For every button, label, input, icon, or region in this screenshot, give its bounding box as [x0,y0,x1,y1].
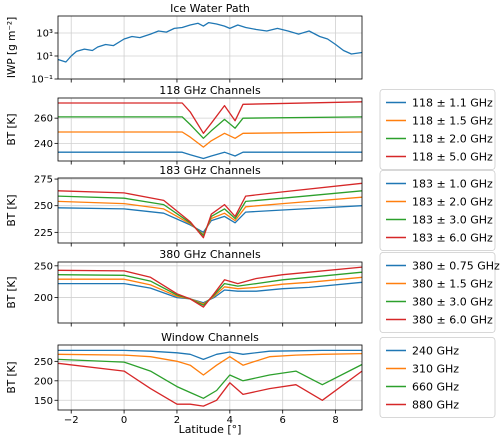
series-line [58,281,363,304]
y-tick-label: 200 [34,376,53,387]
y-tick-label: 250 [34,357,53,368]
legend-label: 118 ± 5.0 GHz [412,151,493,164]
series-line [57,271,363,306]
legend-label: 183 ± 3.0 GHz [412,214,493,227]
legend-label: 380 ± 1.5 GHz [412,278,493,291]
series-line [57,182,363,239]
y-axis-label: BT [K] [6,361,18,393]
legend-label: 660 GHz [412,381,459,394]
legend-label: 240 GHz [412,345,459,358]
x-axis-label: Latitude [°] [179,423,242,436]
legend-label: 183 ± 6.0 GHz [412,232,493,245]
x-tick-label: 2 [174,415,180,426]
axes-frame [57,344,363,411]
series-line [57,21,363,63]
x-tick-label: 4 [227,415,233,426]
panel-title: Ice Water Path [170,2,250,15]
panel-title: Window Channels [161,331,259,344]
y-axis-label: BT [K] [6,276,18,308]
legend-box [379,89,496,170]
panel-title: 118 GHz Channels [159,84,261,97]
series-line [57,352,363,376]
x-tick-label: 8 [332,415,338,426]
legend-label: 380 ± 0.75 GHz [412,260,500,273]
legend-label: 880 GHz [412,399,459,412]
y-tick-label: 250 [34,201,53,212]
legend-label: 183 ± 1.0 GHz [412,178,493,191]
series-line [58,101,363,134]
panel-title: 183 GHz Channels [159,164,261,177]
y-axis-label: BT [K] [6,194,18,226]
legend-label: 380 ± 6.0 GHz [412,314,493,327]
x-tick-label: 0 [121,415,127,426]
y-tick-label: 260 [34,114,53,125]
y-tick-label: 10⁻¹ [31,75,53,86]
y-tick-label: 275 [34,175,53,186]
y-tick-label: 250 [34,261,53,272]
series-line [58,276,363,305]
x-tick-label: −2 [64,415,79,426]
series-line [57,358,363,399]
axes-frame [57,261,363,324]
y-tick-label: 240 [34,139,53,150]
legend-label: 310 GHz [412,363,459,376]
panel-title: 380 GHz Channels [159,248,261,261]
y-tick-label: 10¹ [36,51,53,62]
series-line [57,205,363,233]
legend-box [379,337,496,418]
y-axis-label: IWP [g m⁻²] [6,17,18,78]
y-tick-label: 225 [34,228,53,239]
legend-box [379,170,496,251]
y-tick-label: 200 [34,293,53,304]
y-axis-label: BT [K] [6,113,18,145]
x-tick-label: 6 [280,415,286,426]
legend-label: 118 ± 1.1 GHz [412,97,493,110]
legend-label: 118 ± 2.0 GHz [412,133,493,146]
legend-box [379,252,496,333]
series-line [57,190,363,237]
legend-label: 183 ± 2.0 GHz [412,196,493,209]
axes-frame [57,177,363,244]
series-line [58,131,363,148]
y-tick-label: 150 [34,396,53,407]
axes-frame [57,15,363,80]
legend-label: 380 ± 3.0 GHz [412,296,493,309]
legend-label: 118 ± 1.5 GHz [412,115,493,128]
series-line [58,349,362,361]
series-line [57,362,363,407]
axes-frame [57,97,363,162]
series-line [58,151,362,160]
series-line [57,266,363,308]
series-line [58,116,363,139]
series-line [57,196,363,236]
y-tick-label: 10³ [36,28,53,39]
